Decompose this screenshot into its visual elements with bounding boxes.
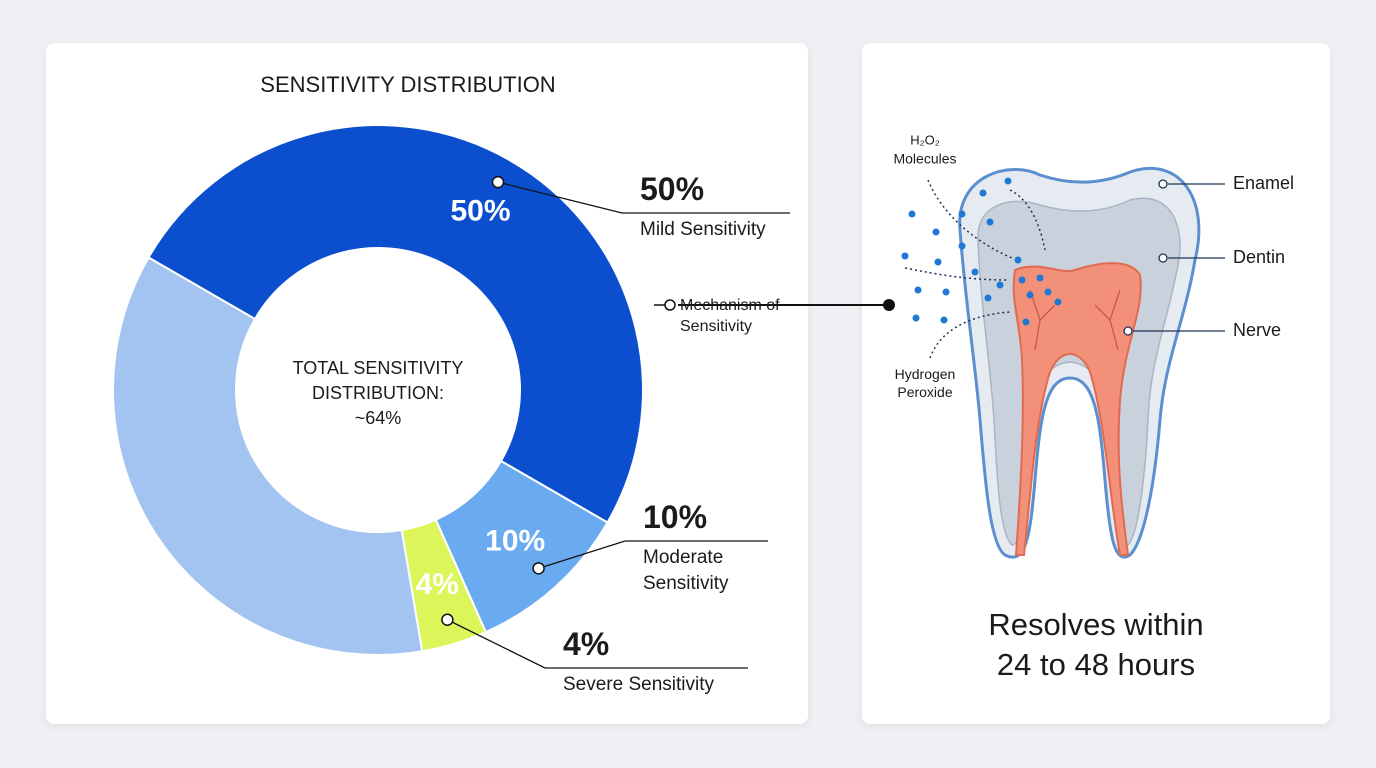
donut-segment — [147, 124, 644, 524]
chart-title: SENSITIVITY DISTRIBUTION — [260, 72, 555, 97]
legend-label: Mild Sensitivity — [640, 219, 766, 240]
value-label: 50% — [640, 171, 705, 207]
callout-label: Mechanism of Sensitivity — [680, 297, 780, 335]
center-text: TOTAL SENSITIVITY DISTRIBUTION: — [292, 358, 464, 403]
value-label: 10% — [643, 499, 708, 535]
part-label: Nerve — [1233, 320, 1281, 340]
leader-dot — [441, 613, 454, 627]
leader-dot — [491, 175, 505, 189]
value-label: 4% — [563, 626, 610, 662]
part-label: Dentin — [1233, 247, 1285, 267]
legend-label: Moderate Sensitivity — [643, 547, 729, 594]
leader-line — [538, 540, 768, 569]
peroxide-label: Hydrogen Peroxide — [894, 366, 956, 400]
connector-dot — [883, 299, 895, 311]
donut-segment — [112, 256, 424, 656]
leader-line — [447, 619, 748, 669]
center-text: ~64% — [354, 408, 402, 428]
leader-dot — [532, 562, 545, 575]
inner-value-label: 4% — [416, 568, 459, 601]
molecules-label: Molecules — [893, 151, 956, 167]
tooth — [901, 166, 1225, 559]
inner-value-label: 50% — [450, 194, 510, 227]
legend-label: Severe Sensitivity — [563, 674, 715, 695]
callout-dot — [664, 299, 676, 311]
caption: 24 to 48 hours — [997, 647, 1195, 682]
h2o2-label: H₂O₂ — [910, 132, 940, 147]
leader-line — [497, 181, 790, 214]
part-label: Enamel — [1233, 173, 1294, 193]
inner-value-label: 10% — [485, 524, 545, 557]
caption: Resolves within — [988, 607, 1203, 642]
donut — [112, 124, 644, 656]
